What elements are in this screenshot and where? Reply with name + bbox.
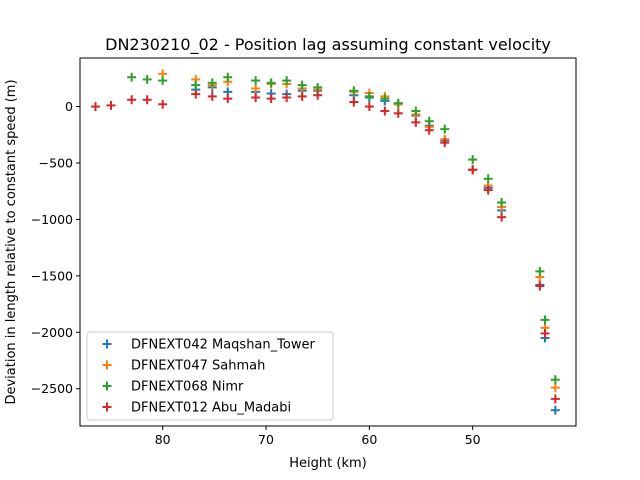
data-point xyxy=(550,383,560,393)
data-point xyxy=(468,155,478,165)
x-tick-label: 70 xyxy=(258,432,274,447)
legend-marker xyxy=(102,402,112,412)
data-point xyxy=(468,165,478,175)
chart-title: DN230210_02 - Position lag assuming cons… xyxy=(105,35,551,55)
data-point xyxy=(364,102,374,112)
data-point xyxy=(411,117,421,127)
legend-label: DFNEXT047 Sahmah xyxy=(131,359,265,374)
data-point xyxy=(106,100,116,110)
legend-box xyxy=(86,331,334,421)
data-point xyxy=(207,78,217,88)
data-point xyxy=(380,106,390,116)
y-tick-label: −1500 xyxy=(31,268,73,283)
x-tick-label: 60 xyxy=(361,432,377,447)
data-point xyxy=(364,91,374,101)
data-point xyxy=(550,405,560,415)
series-3 xyxy=(91,89,560,404)
data-point xyxy=(313,90,323,100)
legend-marker xyxy=(102,360,112,370)
data-point xyxy=(424,125,434,135)
y-tick-label: −1000 xyxy=(31,212,73,227)
data-point xyxy=(313,82,323,92)
data-point xyxy=(127,95,137,105)
x-tick-label: 50 xyxy=(465,432,481,447)
data-point xyxy=(297,80,307,90)
data-point xyxy=(251,83,261,93)
data-point xyxy=(393,98,403,108)
data-point xyxy=(535,266,545,276)
data-point xyxy=(393,108,403,118)
data-point xyxy=(380,94,390,104)
legend-marker xyxy=(102,381,112,391)
data-point xyxy=(127,72,137,82)
data-point xyxy=(142,74,152,84)
axes: 80 70 60 50 0 −500 −1000 −1500 −2000 −2500 xyxy=(31,99,481,447)
plot-marks xyxy=(91,69,560,415)
legend: DFNEXT042 Maqshan_Tower DFNEXT047 Sahmah D… xyxy=(86,331,334,421)
data-point xyxy=(550,375,560,385)
data-point xyxy=(497,212,507,222)
data-point xyxy=(483,174,493,184)
x-axis-label: Height (km) xyxy=(289,456,366,471)
legend-label: DFNEXT012 Abu_Madabi xyxy=(131,401,291,416)
data-point xyxy=(297,91,307,101)
data-point xyxy=(540,328,550,338)
data-point xyxy=(266,94,276,104)
y-tick-label: 0 xyxy=(65,99,73,114)
data-point xyxy=(266,78,276,88)
data-point xyxy=(440,124,450,134)
data-point xyxy=(483,185,493,195)
data-point xyxy=(411,106,421,116)
data-point xyxy=(282,76,292,86)
data-point xyxy=(223,94,233,104)
data-point xyxy=(91,102,100,112)
data-point xyxy=(158,99,168,109)
y-axis-label: Deviation in length relative to constant… xyxy=(4,79,19,404)
x-tick-label: 80 xyxy=(155,432,171,447)
series-2 xyxy=(127,72,560,385)
data-point xyxy=(535,281,545,291)
data-point xyxy=(191,89,201,99)
data-point xyxy=(497,197,507,207)
data-point xyxy=(550,394,560,404)
data-point xyxy=(191,80,201,90)
data-point xyxy=(223,72,233,82)
data-point xyxy=(540,315,550,325)
plot-frame xyxy=(79,57,577,427)
legend-label: DFNEXT042 Maqshan_Tower xyxy=(131,338,315,353)
y-tick-label: −500 xyxy=(39,155,73,170)
data-point xyxy=(349,86,359,96)
data-point xyxy=(251,93,261,103)
data-point xyxy=(424,116,434,126)
data-point xyxy=(158,76,168,86)
data-point xyxy=(440,138,450,148)
legend-label: DFNEXT068 Nimr xyxy=(131,380,244,395)
y-tick-label: −2500 xyxy=(31,381,73,396)
data-point xyxy=(251,76,261,86)
y-tick-label: −2000 xyxy=(31,325,73,340)
data-point xyxy=(142,95,152,105)
data-point xyxy=(282,93,292,103)
data-point xyxy=(349,97,359,107)
data-point xyxy=(207,91,217,101)
legend-marker xyxy=(102,339,112,349)
